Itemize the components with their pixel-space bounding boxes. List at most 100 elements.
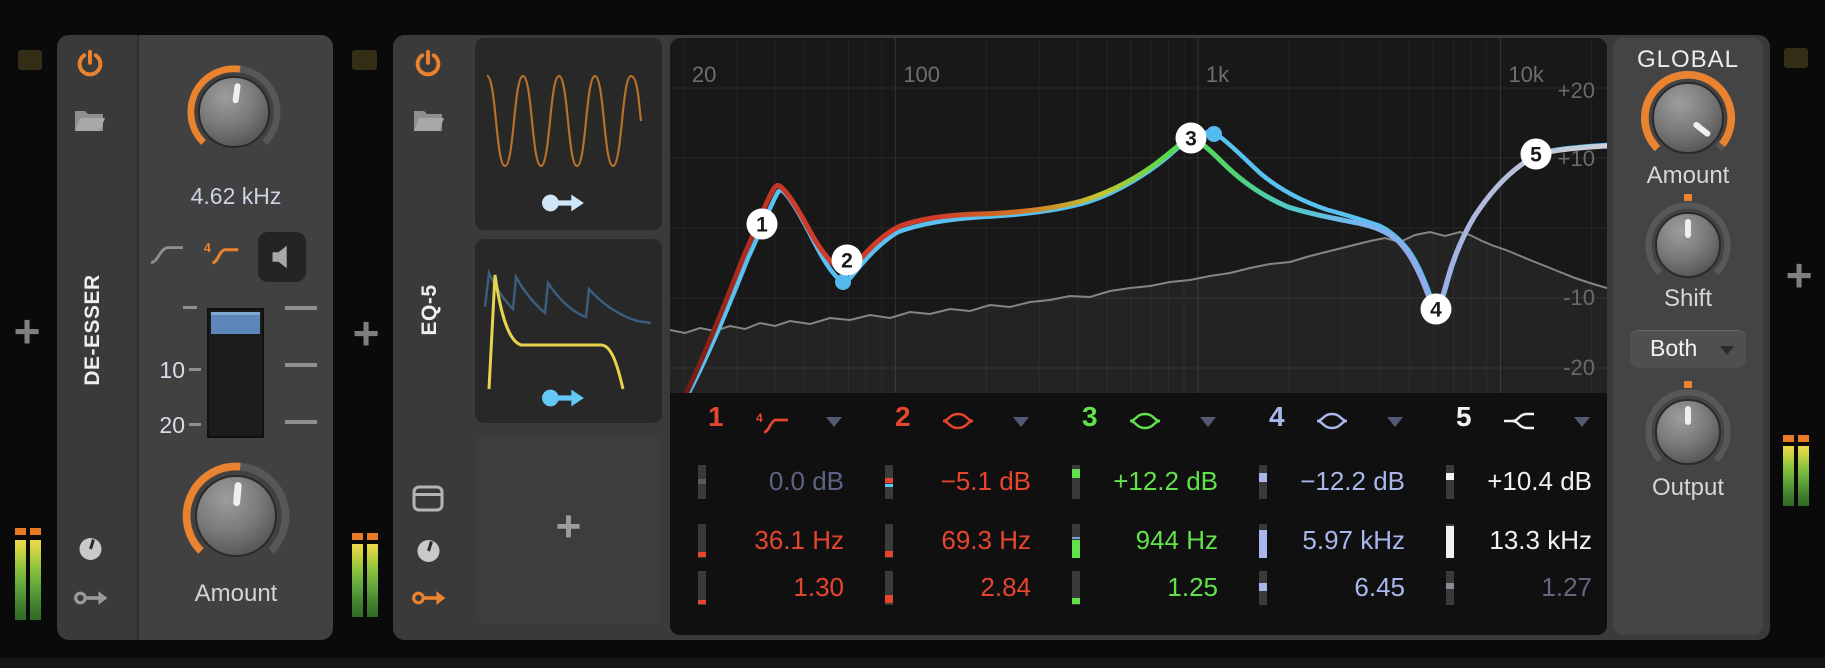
threshold-slider[interactable] <box>207 308 264 438</box>
mod-dot-band3[interactable] <box>1206 126 1222 142</box>
band-freq[interactable]: 69.3 Hz <box>867 523 1054 559</box>
band-type-dropdown[interactable] <box>1013 417 1029 427</box>
eq-node-4[interactable]: 4 <box>1420 293 1452 325</box>
device-title[interactable]: EQ-5 <box>418 284 441 336</box>
eq-node-3[interactable]: 3 <box>1175 122 1207 154</box>
knob-cap[interactable] <box>1655 212 1721 278</box>
svg-text:4: 4 <box>204 240 212 255</box>
eq-node-2[interactable]: 2 <box>831 244 863 276</box>
band-type-dropdown[interactable] <box>1574 417 1590 427</box>
band-number: 4 <box>1269 401 1285 432</box>
add-device-button[interactable]: + <box>352 307 380 359</box>
band-q[interactable]: 1.27 <box>1428 570 1607 606</box>
band-gain[interactable]: +12.2 dB <box>1054 464 1241 500</box>
knob-cap[interactable] <box>1652 82 1724 154</box>
highpass-4pole-icon[interactable]: 4 <box>754 409 790 437</box>
global-shift-knob[interactable] <box>1644 201 1732 289</box>
modulator-slot-lfo[interactable] <box>475 38 662 230</box>
add-device-button[interactable]: + <box>1785 249 1813 301</box>
add-device-button[interactable]: + <box>13 305 41 357</box>
band-gain[interactable]: −5.1 dB <box>867 464 1054 500</box>
frequency-knob[interactable] <box>186 64 282 160</box>
device-color-chip <box>18 50 42 70</box>
knob-cap[interactable] <box>195 475 277 557</box>
modulation-route-icon[interactable] <box>411 586 447 610</box>
filter-slope-gentle-icon[interactable] <box>149 241 185 267</box>
global-output-label: Output <box>1651 474 1725 501</box>
device-title[interactable]: DE-ESSER <box>81 274 104 386</box>
freq-axis-label: 1k <box>1206 62 1230 87</box>
folder-icon[interactable] <box>410 105 446 133</box>
scale-tick <box>285 363 317 367</box>
knob-cap[interactable] <box>1655 399 1721 465</box>
mod-dot-band2[interactable] <box>835 274 851 290</box>
modulator-output-icon[interactable] <box>541 385 587 411</box>
band-q[interactable]: 1.25 <box>1054 570 1241 606</box>
level-meter <box>352 544 363 617</box>
high-shelf-icon[interactable] <box>1502 409 1536 433</box>
band-freq[interactable]: 944 Hz <box>1054 523 1241 559</box>
amount-knob[interactable] <box>181 461 291 571</box>
modulator-slot-empty[interactable]: + <box>475 436 662 623</box>
eq-node-5[interactable]: 5 <box>1520 138 1552 170</box>
modulator-slot-envelope[interactable] <box>475 239 662 423</box>
band-q[interactable]: 2.84 <box>867 570 1054 606</box>
svg-text:1: 1 <box>756 214 768 237</box>
folder-icon[interactable] <box>71 105 107 133</box>
modulation-route-icon[interactable] <box>73 586 109 610</box>
band-freq[interactable]: 5.97 kHz <box>1241 523 1428 559</box>
freq-axis-label: 20 <box>692 62 716 87</box>
band-number: 1 <box>708 401 724 432</box>
clip-indicator <box>352 533 363 540</box>
eq-display[interactable]: 1 2 3 4 5 20 100 1k 10k +20 +10 -10 -20 <box>670 38 1607 635</box>
knob-cap[interactable] <box>198 76 270 148</box>
band-column-3: 3 +12.2 dB 944 Hz 1.25 <box>1054 393 1241 635</box>
bell-icon[interactable] <box>1315 409 1349 433</box>
window-bottom-strip <box>0 658 1825 668</box>
deesser-device: DE-ESSER 4.62 kHz <box>57 35 333 640</box>
power-icon[interactable] <box>75 49 105 79</box>
knob-arc <box>187 65 281 145</box>
modulator-output-icon[interactable] <box>541 190 587 216</box>
clip-indicator <box>367 533 378 540</box>
frequency-value[interactable]: 4.62 kHz <box>190 183 282 209</box>
band-column-1: 1 4 0.0 dB 36.1 Hz <box>680 393 867 635</box>
eq5-device: EQ-5 <box>393 35 1770 640</box>
listen-button[interactable] <box>258 232 306 282</box>
knob-page-icon[interactable] <box>415 538 442 564</box>
band-type-dropdown[interactable] <box>826 417 842 427</box>
deesser-panel: 4.62 kHz 4 10 20 <box>137 35 333 640</box>
global-panel: GLOBAL Amount Shift Both <box>1613 38 1763 635</box>
knob-page-icon[interactable] <box>77 536 104 562</box>
eq5-header-strip[interactable]: EQ-5 <box>393 35 467 640</box>
lfo-sine-waveform <box>485 74 643 168</box>
chevron-down-icon <box>1720 346 1734 355</box>
band-q[interactable]: 6.45 <box>1241 570 1428 606</box>
threshold-slider-handle[interactable] <box>211 312 260 334</box>
expanded-view-icon[interactable] <box>412 485 444 512</box>
band-freq[interactable]: 13.3 kHz <box>1428 523 1607 559</box>
band-number: 5 <box>1456 401 1472 432</box>
bell-icon[interactable] <box>1128 409 1162 433</box>
mode-value: Both <box>1650 335 1698 361</box>
band-type-dropdown[interactable] <box>1200 417 1216 427</box>
global-output-knob[interactable] <box>1644 388 1732 476</box>
eq-graph[interactable]: 1 2 3 4 5 20 100 1k 10k +20 +10 -10 -20 <box>670 38 1607 415</box>
deesser-header-strip[interactable]: DE-ESSER <box>57 35 137 640</box>
mode-dropdown[interactable]: Both <box>1630 330 1746 368</box>
band-q[interactable]: 1.30 <box>680 570 867 606</box>
band-freq[interactable]: 36.1 Hz <box>680 523 867 559</box>
power-icon[interactable] <box>413 49 443 79</box>
graph-grid <box>670 38 1607 393</box>
band-type-dropdown[interactable] <box>1387 417 1403 427</box>
band-gain[interactable]: −12.2 dB <box>1241 464 1428 500</box>
eq-node-1[interactable]: 1 <box>746 208 778 240</box>
level-meter <box>15 540 26 620</box>
add-modulator-button[interactable]: + <box>555 502 582 551</box>
knob-arc <box>1640 70 1736 152</box>
band-gain[interactable]: 0.0 dB <box>680 464 867 500</box>
band-gain[interactable]: +10.4 dB <box>1428 464 1607 500</box>
filter-slope-4pole-icon[interactable]: 4 <box>201 239 241 267</box>
bell-icon[interactable] <box>941 409 975 433</box>
global-amount-knob[interactable] <box>1640 70 1736 166</box>
